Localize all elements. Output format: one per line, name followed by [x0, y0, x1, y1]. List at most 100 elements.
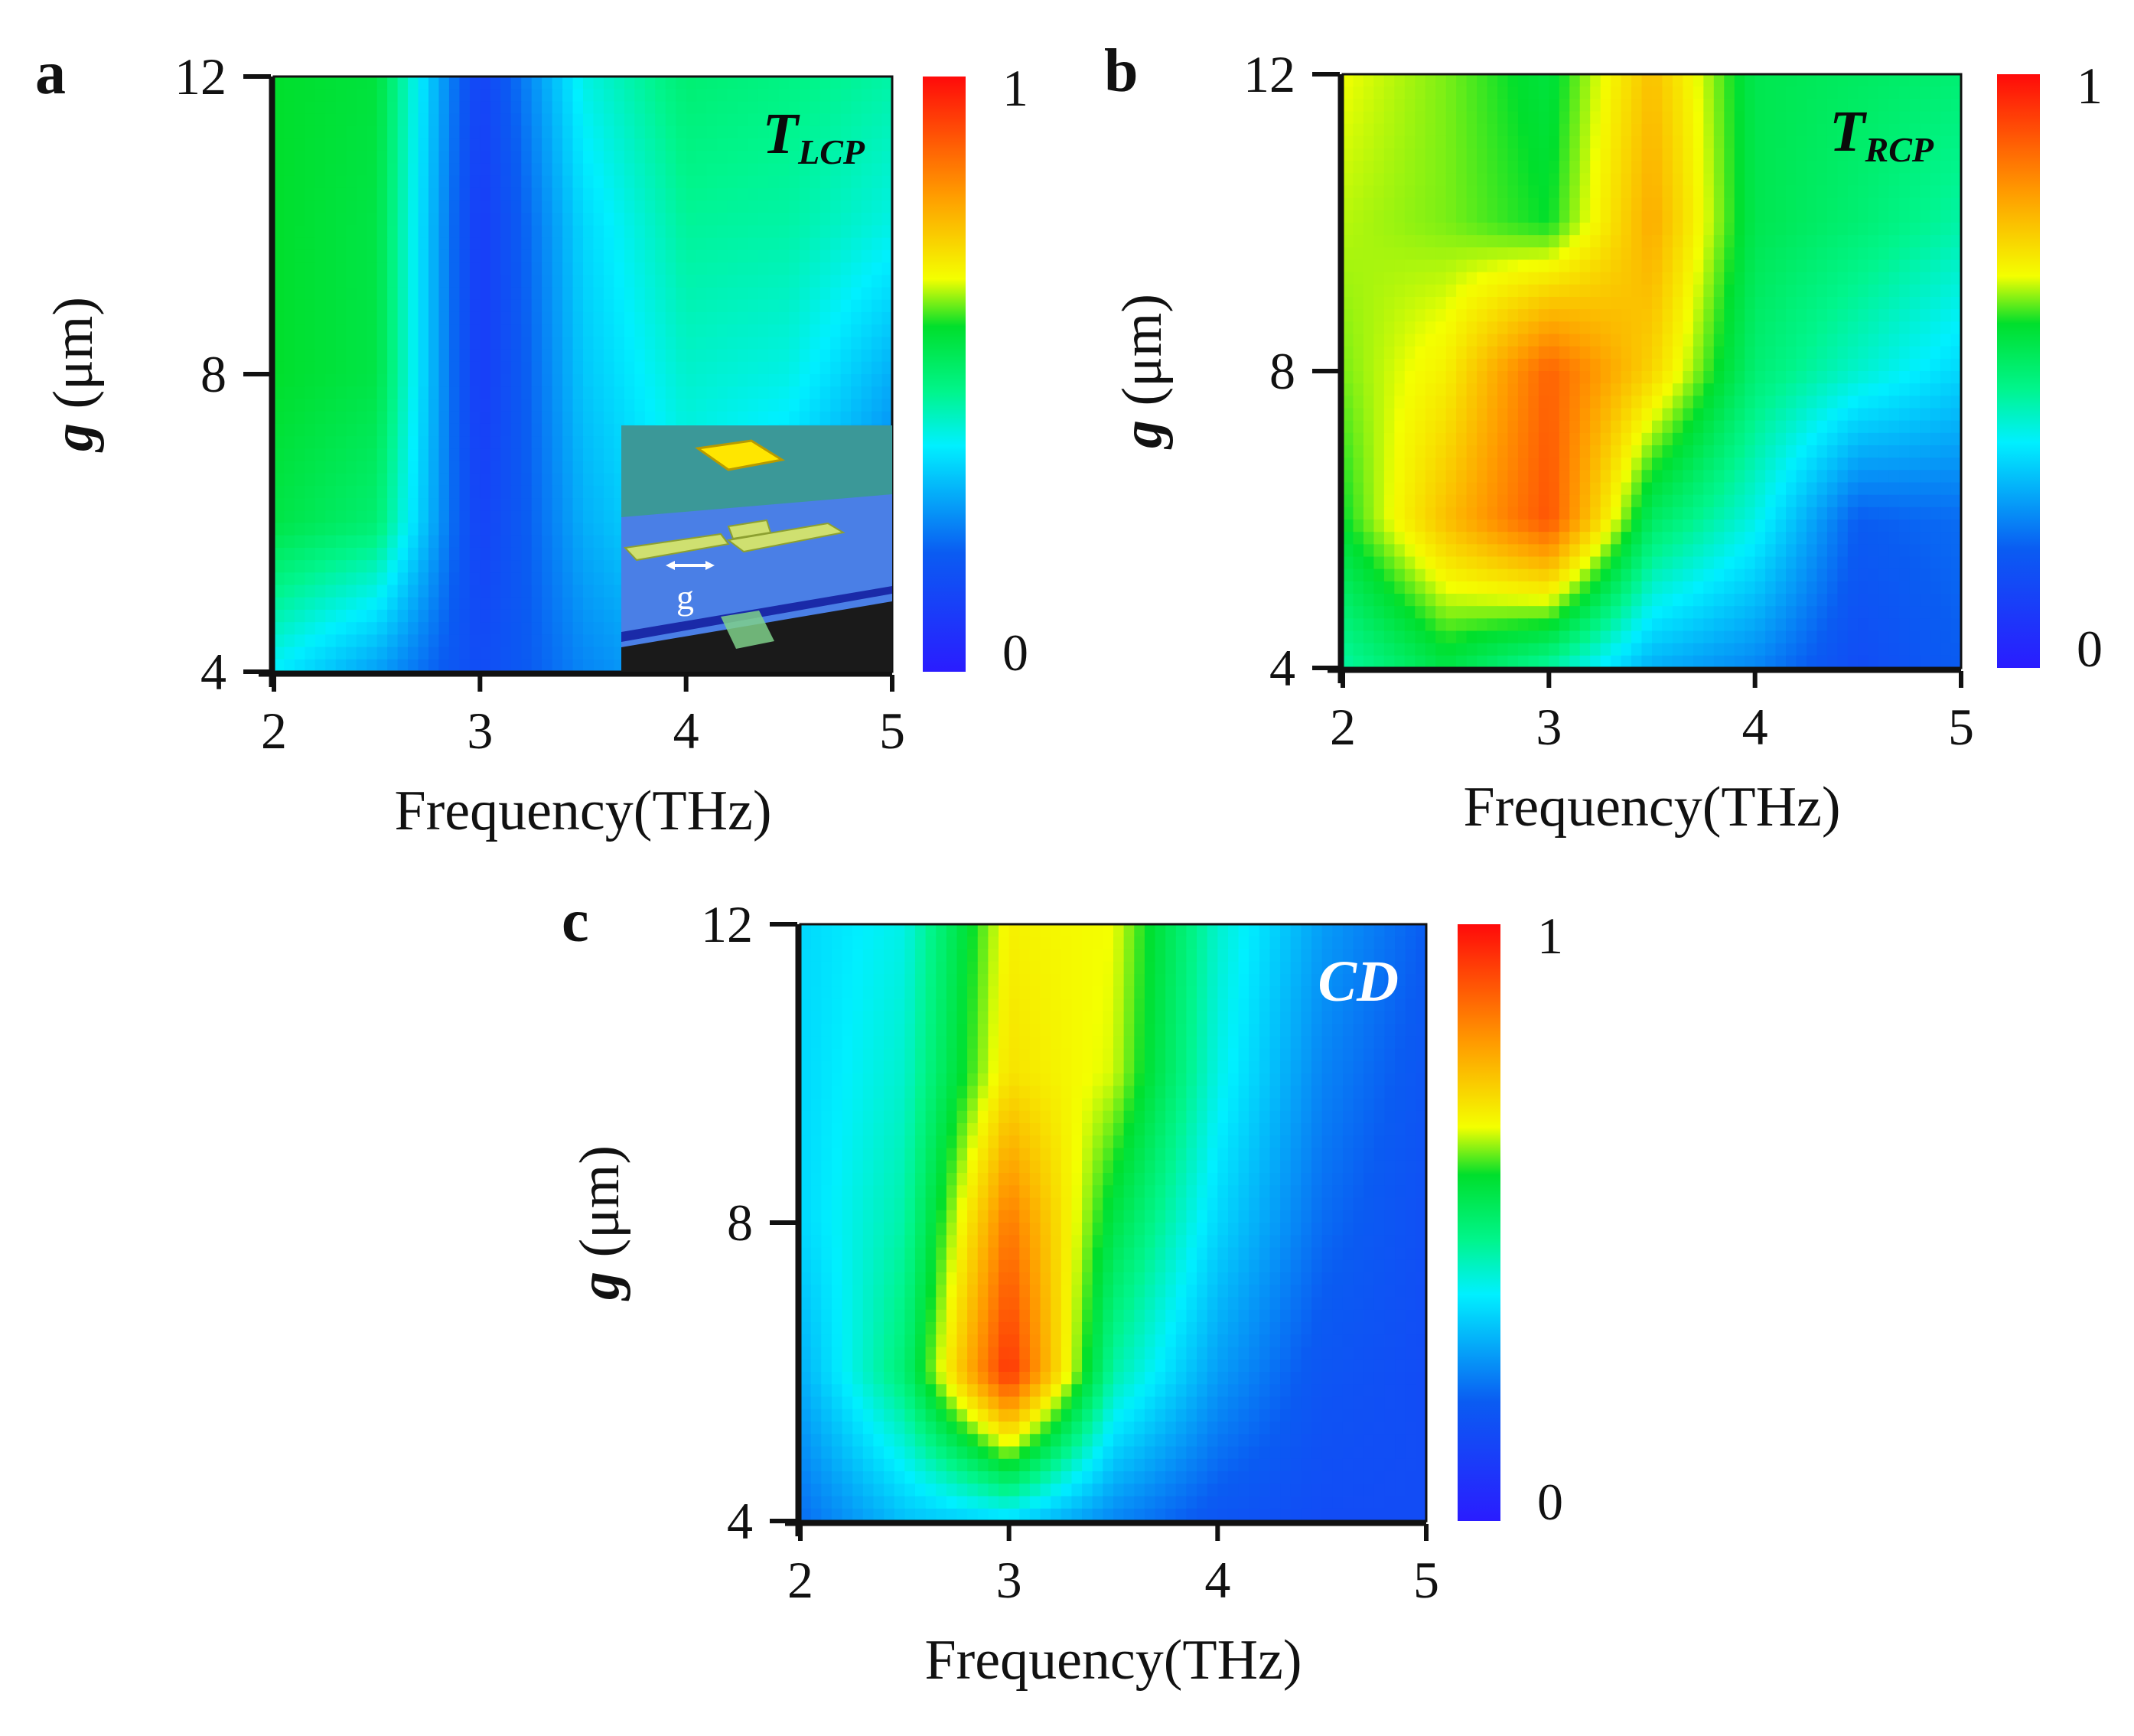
heatmap-cell [480, 609, 491, 623]
heatmap-cell [552, 163, 563, 177]
heatmap-cell [1940, 420, 1952, 434]
heatmap-cell [1425, 297, 1436, 310]
heatmap-cell [1404, 223, 1416, 236]
heatmap-cell [542, 249, 553, 263]
heatmap-cell [1538, 334, 1549, 347]
heatmap-cell [562, 324, 574, 337]
heatmap-cell [1909, 99, 1921, 112]
heatmap-cell [1353, 482, 1364, 496]
heatmap-cell [1796, 346, 1807, 360]
heatmap-cell [562, 461, 574, 474]
heatmap-cell [1487, 135, 1498, 149]
heatmap-cell [572, 101, 584, 115]
heatmap-cell [1826, 371, 1838, 384]
heatmap-cell [748, 77, 759, 90]
heatmap-cell [418, 77, 429, 90]
heatmap-cell [851, 89, 862, 103]
heatmap-cell [593, 125, 604, 139]
heatmap-cell [1816, 383, 1828, 396]
heatmap-cell [624, 337, 635, 350]
heatmap-cell [1724, 247, 1735, 261]
heatmap-cell [1878, 432, 1890, 446]
heatmap-cell [562, 299, 574, 313]
heatmap-cell [1858, 420, 1869, 434]
heatmap-cell [603, 361, 614, 375]
heatmap-cell [1456, 99, 1468, 112]
heatmap-cell [583, 77, 595, 90]
heatmap-cell [706, 411, 718, 425]
heatmap-cell [1652, 494, 1663, 508]
heatmap-cell [1672, 123, 1683, 137]
heatmap-cell [284, 386, 295, 400]
heatmap-cell [490, 461, 501, 474]
heatmap-cell [778, 275, 790, 288]
heatmap-cell [428, 523, 440, 536]
heatmap-cell [1950, 210, 1962, 223]
heatmap-cell [593, 77, 604, 90]
heatmap-cell [583, 113, 595, 127]
heatmap-cell [346, 175, 357, 189]
heatmap-cell [1868, 371, 1879, 384]
heatmap-cell [428, 287, 440, 301]
heatmap-cell [1765, 247, 1777, 261]
heatmap-cell [1466, 235, 1478, 248]
heatmap-cell [1435, 86, 1447, 99]
heatmap-cell [1858, 148, 1869, 161]
heatmap-cell [1775, 396, 1787, 409]
heatmap-cell [387, 411, 399, 425]
heatmap-cell [810, 175, 821, 189]
heatmap-cell [1415, 470, 1426, 484]
heatmap-cell [851, 151, 862, 164]
heatmap-cell [1517, 420, 1529, 434]
heatmap-cell [1807, 123, 1818, 137]
heatmap-cell [335, 647, 347, 660]
heatmap-cell [459, 299, 471, 313]
heatmap-cell [562, 647, 574, 660]
heatmap-cell [500, 585, 512, 598]
heatmap-cell [1343, 371, 1354, 384]
heatmap-cell [521, 634, 533, 648]
heatmap-cell [1549, 420, 1560, 434]
heatmap-cell [418, 361, 429, 375]
heatmap-cell [1693, 86, 1704, 99]
heatmap-cell [1816, 185, 1828, 199]
heatmap-cell [294, 200, 305, 213]
heatmap-cell [356, 523, 367, 536]
heatmap-cell [583, 225, 595, 239]
heatmap-cell [490, 609, 501, 623]
heatmap-cell [727, 187, 738, 201]
heatmap-cell [1363, 408, 1374, 422]
heatmap-cell [1786, 74, 1797, 87]
heatmap-cell [1765, 210, 1777, 223]
heatmap-cell [676, 374, 687, 387]
heatmap-cell [1888, 197, 1900, 211]
heatmap-cell [490, 225, 501, 239]
heatmap-cell [480, 311, 491, 325]
heatmap-cell [696, 101, 708, 115]
heatmap-cell [1703, 111, 1715, 125]
heatmap-cell [655, 311, 666, 325]
heatmap-cell [1394, 223, 1406, 236]
heatmap-cell [881, 77, 893, 90]
heatmap-cell [438, 585, 450, 598]
heatmap-cell [1528, 482, 1539, 496]
heatmap-cell [696, 77, 708, 90]
heatmap-cell [376, 262, 388, 275]
heatmap-cell [830, 262, 842, 275]
heatmap-cell [346, 622, 357, 635]
heatmap-cell [367, 585, 378, 598]
heatmap-cell [1497, 334, 1509, 347]
heatmap-cell [1569, 123, 1581, 137]
heatmap-cell [1641, 346, 1653, 360]
heatmap-cell [1477, 458, 1488, 471]
heatmap-cell [1909, 210, 1921, 223]
heatmap-cell [881, 125, 893, 139]
heatmap-cell [819, 287, 831, 301]
heatmap-cell [397, 113, 409, 127]
heatmap-cell [1611, 494, 1622, 508]
heatmap-cell [819, 151, 831, 164]
heatmap-cell [1734, 334, 1745, 347]
heatmap-cell [1404, 161, 1416, 174]
heatmap-cell [1600, 111, 1611, 125]
heatmap-cell [459, 200, 471, 213]
